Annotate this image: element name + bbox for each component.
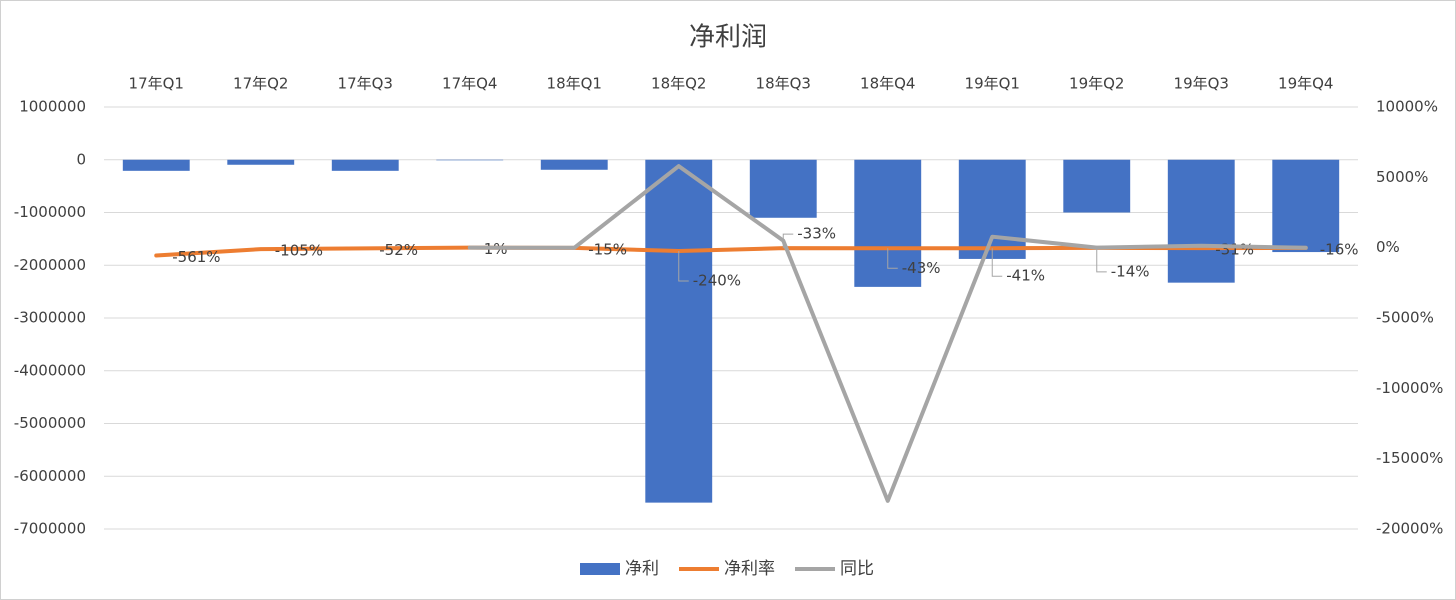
y-tick-label: -5000000 (14, 414, 86, 432)
data-label: -561% (172, 248, 220, 266)
x-tick-label: 18年Q4 (860, 75, 915, 93)
y-tick-label: -7000000 (14, 520, 86, 538)
bar (1272, 159, 1340, 253)
data-label: -15% (588, 240, 627, 258)
data-label: -16% (1320, 240, 1359, 258)
y-tick-label: -2000000 (14, 256, 86, 274)
data-label: -41% (1006, 267, 1045, 285)
leader-line (887, 248, 898, 269)
leader-line (991, 248, 1003, 277)
x-tick-label: 19年Q2 (1069, 75, 1124, 93)
x-tick-label: 19年Q3 (1174, 75, 1229, 93)
data-label: -105% (275, 242, 323, 260)
y-tick-label: 1000000 (19, 98, 86, 116)
y2-tick-label: 0% (1376, 238, 1400, 256)
bar (122, 159, 190, 171)
y2-tick-label: 10000% (1376, 98, 1438, 116)
data-label: -31% (1215, 241, 1254, 259)
data-label: -52% (379, 241, 418, 259)
legend-label: 同比 (840, 559, 874, 579)
y-tick-label: -4000000 (14, 361, 86, 379)
leader-line (1096, 247, 1107, 273)
bar (227, 159, 295, 165)
legend-label: 净利率 (724, 559, 775, 579)
y2-tick-label: -15000% (1376, 449, 1443, 467)
data-label: -43% (902, 259, 941, 277)
bar (1167, 159, 1235, 283)
x-tick-label: 18年Q1 (547, 75, 602, 93)
legend-swatch (580, 563, 620, 575)
data-label: -33% (797, 225, 836, 243)
bar (645, 159, 713, 503)
line (467, 164, 1308, 503)
bar (749, 159, 817, 218)
bar (1063, 159, 1131, 213)
x-tick-label: 18年Q3 (756, 75, 811, 93)
x-tick-label: 19年Q1 (965, 75, 1020, 93)
y2-tick-label: 5000% (1376, 168, 1428, 186)
bar (958, 159, 1026, 259)
y-tick-label: 0 (76, 150, 86, 168)
legend-label: 净利 (625, 559, 659, 579)
y2-tick-label: -20000% (1376, 520, 1443, 538)
data-label: -14% (1111, 262, 1150, 280)
data-label: -240% (693, 272, 741, 290)
chart-title: 净利润 (689, 23, 767, 53)
y2-tick-label: -10000% (1376, 379, 1443, 397)
leader-line (678, 251, 689, 282)
x-tick-label: 18年Q2 (651, 75, 706, 93)
y-tick-label: -1000000 (14, 203, 86, 221)
x-tick-label: 17年Q3 (338, 75, 393, 93)
x-tick-label: 17年Q4 (442, 75, 497, 93)
x-tick-label: 19年Q4 (1278, 75, 1333, 93)
y-tick-label: -3000000 (14, 309, 86, 327)
y2-tick-label: -5000% (1376, 309, 1434, 327)
bar (540, 159, 608, 170)
bar (331, 159, 399, 171)
bar (436, 159, 504, 161)
x-tick-label: 17年Q2 (233, 75, 288, 93)
y-tick-label: -6000000 (14, 467, 86, 485)
x-tick-label: 17年Q1 (129, 75, 184, 93)
